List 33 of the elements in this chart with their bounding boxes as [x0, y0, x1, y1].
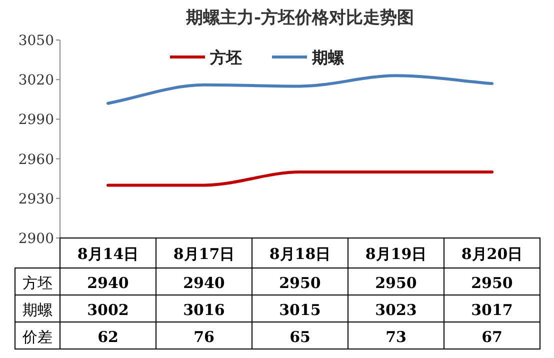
- y-tick-label: 2960: [18, 152, 54, 168]
- data-label: 3023: [375, 301, 417, 319]
- y-tick-label: 2900: [18, 231, 54, 247]
- chart-title: 期螺主力-方坯价格对比走势图: [184, 8, 414, 28]
- data-label: 2940: [183, 274, 225, 292]
- line-series: [106, 74, 494, 105]
- text: 价差: [22, 328, 52, 346]
- data-label: 2950: [375, 274, 417, 292]
- data-label: 3015: [279, 301, 321, 319]
- x-tick-label: 8月17日: [173, 245, 235, 263]
- text: 期螺: [22, 301, 52, 319]
- x-tick-label: 8月20日: [461, 245, 523, 263]
- data-label: 3002: [87, 301, 129, 319]
- text: 73: [386, 328, 406, 346]
- data-label: 2950: [471, 274, 513, 292]
- text: 67: [482, 328, 502, 346]
- data-label: 3016: [183, 301, 225, 319]
- data-label: 3017: [471, 301, 513, 319]
- data-label: 2950: [279, 274, 321, 292]
- x-tick-label: 8月14日: [77, 245, 139, 263]
- text: 76: [194, 328, 214, 346]
- legend-label: 方坯: [209, 48, 242, 67]
- data-label: 2940: [87, 274, 129, 292]
- text: 方坯: [22, 274, 52, 292]
- y-tick-label: 3050: [18, 33, 54, 49]
- y-tick-label: 2990: [18, 112, 54, 128]
- legend-label: 期螺: [311, 48, 345, 67]
- y-tick-label: 2930: [18, 191, 54, 208]
- text: 65: [290, 328, 310, 346]
- text: 62: [98, 328, 118, 346]
- y-tick-label: 3020: [18, 72, 54, 89]
- x-tick-label: 8月18日: [269, 245, 331, 263]
- x-tick-label: 8月19日: [365, 245, 427, 263]
